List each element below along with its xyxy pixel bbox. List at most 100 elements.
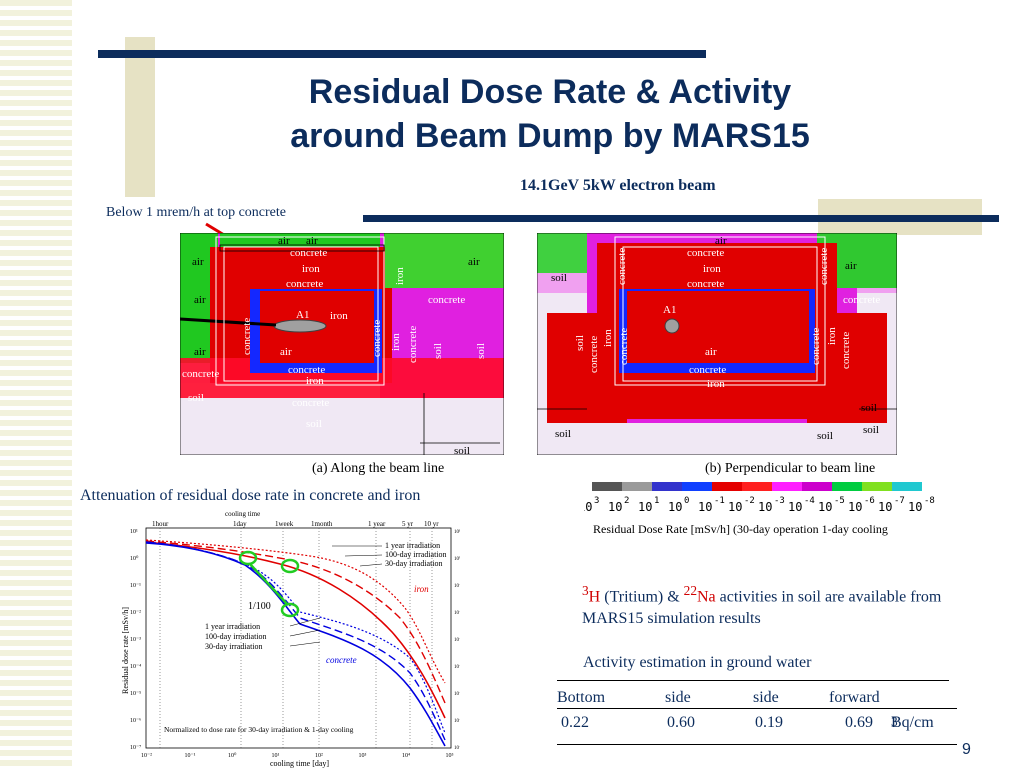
plot-ytick-label-right: 10¹	[454, 529, 460, 535]
slide-title: Residual Dose Rate & Activity around Bea…	[200, 70, 900, 158]
scale-tick-exponent: 0	[684, 496, 689, 506]
scale-tick-exponent: 3	[594, 496, 599, 506]
map-b-label: soil	[555, 428, 571, 440]
map-a-label: air	[194, 346, 206, 358]
dose-map-along-beam: air air concrete iron concrete iron air …	[180, 233, 504, 455]
map-a-label: soil	[432, 343, 444, 359]
scale-tick-label: 10	[848, 500, 862, 514]
map-b-label: iron	[703, 263, 721, 275]
map-a-label: iron	[306, 375, 324, 387]
plot-ytick-label-right: 10⁻⁴	[454, 664, 460, 670]
plot-ytick-label-right: 10⁻³	[454, 637, 460, 643]
map-a-label: concrete	[290, 247, 327, 259]
map-a-label: concrete	[371, 320, 383, 357]
map-b-caption: (b) Perpendicular to beam line	[705, 461, 875, 477]
plot-ytick-label-right: 10⁻⁶	[454, 718, 460, 724]
plot-ytick-label-right: 10⁻¹	[454, 583, 460, 589]
map-b-caption-marker: (b)	[705, 461, 722, 476]
map-b-label: concrete	[618, 328, 630, 365]
scale-swatch	[892, 482, 922, 491]
dose-color-scale: 10310210110010-110-210-310-410-510-610-7…	[584, 482, 935, 514]
attenuation-title: Attenuation of residual dose rate in con…	[80, 487, 421, 504]
map-b-label: concrete	[818, 248, 830, 285]
page-number: 9	[962, 741, 971, 758]
map-b-label: A1	[663, 304, 676, 316]
unit-text: Bq/cm	[891, 714, 934, 731]
map-b-label: concrete	[616, 248, 628, 285]
map-a-label: iron	[390, 333, 402, 351]
plot-ytick-label: 10⁻³	[130, 637, 141, 643]
tan-accent-block	[125, 37, 155, 197]
plot-top-tick-label: 1month	[311, 520, 333, 528]
scale-tick-label: 10	[698, 500, 712, 514]
scale-tick-label: 10	[908, 500, 922, 514]
plot-ytick-label: 10⁻²	[130, 610, 141, 616]
plot-ytick-label: 10¹	[130, 529, 138, 535]
scale-tick-exponent: -2	[744, 496, 755, 506]
slide-subtitle: 14.1GeV 5kW electron beam	[520, 177, 716, 194]
map-b-label: concrete	[687, 278, 724, 290]
groundwater-header-row: Bottom side side forward	[557, 689, 957, 709]
map-b-label: soil	[817, 430, 833, 442]
scale-swatch	[592, 482, 622, 491]
plot-xtick-label: 10¹	[272, 753, 280, 759]
map-a-label: air	[306, 235, 318, 247]
plot-top-tick-label: 1hour	[152, 520, 169, 528]
title-rule-top	[98, 50, 706, 58]
map-a-label: concrete	[288, 364, 325, 376]
plot-top-tick-label: 1day	[233, 520, 247, 528]
map-b-label: air	[845, 260, 857, 272]
scale-tick-label: 10	[584, 500, 592, 514]
iron-legend-item: 30-day irradiation	[385, 559, 443, 568]
map-a-label: air	[192, 256, 204, 268]
plot-ytick-label: 10⁻¹	[130, 583, 141, 589]
map-a-label: air	[194, 294, 206, 306]
green-ratio-line	[249, 563, 289, 606]
concrete-legend-item: 100-day irradiation	[205, 632, 267, 641]
map-a-label: concrete	[292, 397, 329, 409]
unit-exponent: 3	[891, 714, 898, 729]
map-a-label: A1	[296, 309, 309, 321]
dose-map-perpendicular: air concrete iron concrete concrete conc…	[537, 233, 897, 455]
plot-xlabel: cooling time [day]	[270, 759, 329, 768]
plot-ytick-label: 10⁰	[130, 555, 139, 562]
concrete-label: concrete	[326, 655, 357, 665]
header-cell: side	[753, 689, 779, 706]
map-a-caption: (a) Along the beam line	[312, 461, 444, 477]
scale-tick-label: 10	[758, 500, 772, 514]
map-b-label: soil	[574, 335, 586, 351]
concrete-curve-30day	[145, 542, 446, 747]
table-rule-mid	[557, 708, 957, 709]
map-a-caption-text: Along the beam line	[330, 461, 445, 476]
map-a-label: soil	[188, 392, 204, 404]
plot-xtick-label: 10⁰	[228, 752, 237, 759]
h3-mass-number: 3	[582, 583, 589, 598]
map-a-label: soil	[454, 445, 470, 455]
plot-xtick-label: 10⁴	[402, 753, 410, 759]
map-b-label: concrete	[810, 328, 822, 365]
map-b-label: concrete	[840, 332, 852, 369]
map-a-caption-marker: (a)	[312, 461, 328, 476]
scale-tick-exponent: -3	[774, 496, 785, 506]
plot-top-tick-label: 1week	[275, 520, 294, 528]
table-rule-top	[557, 680, 949, 681]
iron-curve-30day	[145, 541, 446, 719]
scale-tick-exponent: 1	[654, 496, 659, 506]
left-stripe-decoration	[0, 0, 72, 768]
scale-swatch	[712, 482, 742, 491]
plot-ytick-label: 10⁻⁵	[130, 691, 141, 697]
scale-tick-label: 10	[788, 500, 802, 514]
green-marker	[280, 558, 300, 574]
concrete-legend-item: 1 year irradiation	[205, 622, 260, 631]
scale-swatch	[832, 482, 862, 491]
scale-tick-label: 10	[638, 500, 652, 514]
plot-xtick-label: 10⁻²	[141, 753, 152, 759]
table-rule-bottom	[557, 744, 957, 745]
scale-tick-exponent: -1	[714, 496, 725, 506]
green-marker	[238, 550, 258, 566]
iron-curve-100day	[145, 540, 446, 704]
na22-mass-number: 22	[683, 583, 697, 598]
top-concrete-note: Below 1 mrem/h at top concrete	[106, 205, 286, 220]
iron-legend-item: 100-day irradiation	[385, 550, 447, 559]
scale-swatch	[622, 482, 652, 491]
